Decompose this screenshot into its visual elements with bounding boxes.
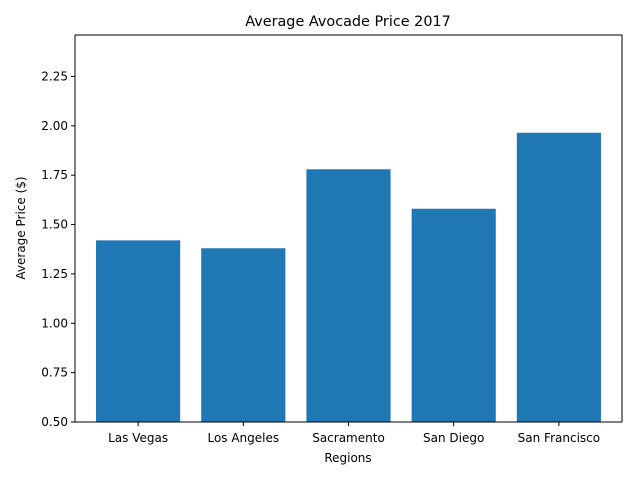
x-tick-label: San Francisco <box>518 431 600 445</box>
y-tick-label: 2.25 <box>41 69 68 83</box>
y-tick-label: 0.50 <box>41 415 68 429</box>
x-tick-label: San Diego <box>423 431 484 445</box>
bars-layer <box>96 132 601 423</box>
bar-las-vegas <box>96 240 181 422</box>
x-axis-label: Regions <box>324 451 371 465</box>
y-axis-label: Average Price ($) <box>14 176 28 279</box>
x-ticks: Las Vegas Los Angeles Sacramento San Diego S… <box>108 422 600 445</box>
bar-san-francisco <box>516 132 601 423</box>
axes-frame <box>74 34 623 423</box>
x-tick-label: Los Angeles <box>207 431 279 445</box>
x-tick-label: Sacramento <box>312 431 385 445</box>
y-tick-label: 0.75 <box>41 366 68 380</box>
y-ticks: 0.50 0.75 1.00 1.25 1.50 1.75 2.00 2.25 <box>41 69 75 429</box>
bar-san-diego <box>411 208 496 422</box>
y-tick-label: 1.50 <box>41 218 68 232</box>
y-tick-label: 1.00 <box>41 316 68 330</box>
bar-sacramento <box>306 169 391 422</box>
y-tick-label: 1.25 <box>41 267 68 281</box>
chart-title: Average Avocade Price 2017 <box>245 14 451 30</box>
y-tick-label: 2.00 <box>41 119 68 133</box>
x-tick-label: Las Vegas <box>108 431 168 445</box>
y-tick-label: 1.75 <box>41 168 68 182</box>
bar-los-angeles <box>201 248 286 422</box>
